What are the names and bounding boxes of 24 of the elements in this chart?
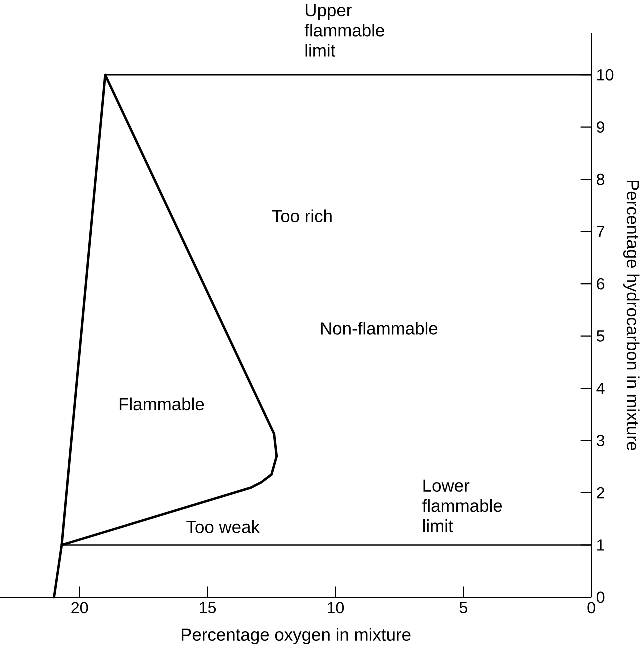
y-tick-label: 4 [596, 383, 605, 394]
y-tick-label: 6 [597, 278, 604, 290]
y-axis-title: Percentage hydrocarbon in mixture [623, 180, 640, 450]
x-tick-label: 0 [588, 602, 596, 614]
annotation: Too rich [272, 210, 332, 223]
y-tick-label: 10 [597, 69, 614, 81]
annotation: Too weak [186, 520, 260, 534]
annotation: Non-flammable [321, 322, 438, 335]
x-tick-label: 5 [460, 602, 468, 614]
annotation: Lower flammable limit [422, 480, 502, 532]
y-tick-label: 5 [596, 330, 604, 342]
y-tick-label: 7 [597, 226, 604, 238]
x-tick-label: 10 [328, 602, 344, 614]
y-tick-label: 1 [597, 540, 604, 551]
y-tick-label: 9 [596, 122, 604, 134]
annotation: Flammable [120, 398, 204, 411]
y-tick-label: 0 [596, 592, 605, 604]
x-axis-title: Percentage oxygen in mixture [182, 628, 411, 645]
y-tick-label: 2 [597, 487, 604, 499]
y-tick-label: 3 [596, 435, 604, 446]
x-tick-label: 15 [200, 602, 216, 614]
annotation: Upper flammable limit [304, 4, 384, 57]
x-tick-label: 20 [72, 602, 88, 614]
y-tick-label: 8 [596, 174, 604, 186]
